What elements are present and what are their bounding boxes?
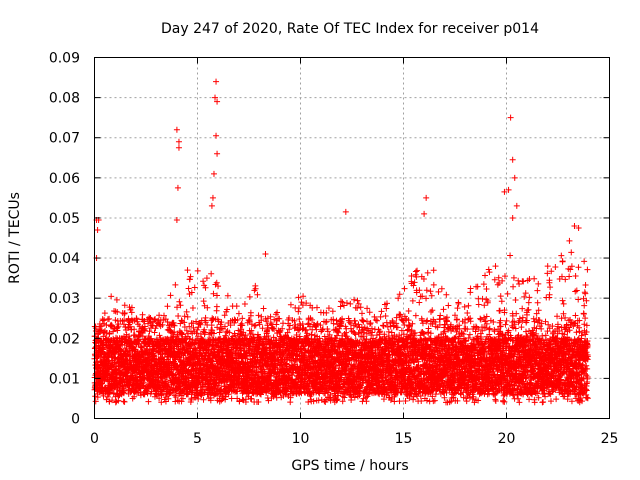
data-point (100, 346, 107, 353)
data-point (139, 333, 146, 340)
data-point (121, 302, 128, 309)
data-point (137, 344, 144, 351)
data-point (94, 353, 101, 360)
data-point (101, 317, 108, 324)
data-point (120, 390, 127, 397)
data-point (126, 333, 133, 340)
data-point (122, 323, 129, 330)
data-point (146, 328, 153, 335)
data-point (94, 394, 101, 401)
data-point (128, 304, 135, 311)
data-point (92, 398, 99, 405)
data-point (100, 329, 107, 336)
data-point (128, 373, 135, 380)
data-point (145, 320, 152, 327)
data-point (146, 315, 153, 322)
data-point (104, 393, 111, 400)
data-point (106, 329, 113, 336)
chart-title: Day 247 of 2020, Rate Of TEC Index for r… (161, 21, 539, 37)
data-point (106, 315, 113, 322)
data-point (112, 334, 119, 341)
data-point (140, 379, 147, 386)
data-point (141, 317, 148, 324)
data-point (131, 326, 138, 333)
data-point (137, 392, 144, 399)
data-point (113, 296, 120, 303)
data-point (108, 293, 115, 300)
data-points (91, 78, 591, 406)
data-point (105, 390, 112, 397)
data-point (114, 308, 121, 315)
data-point (105, 368, 112, 375)
data-point (101, 310, 108, 317)
data-point (115, 393, 122, 400)
data-point (136, 340, 143, 347)
data-point (115, 323, 122, 330)
data-point (121, 309, 128, 316)
data-point (121, 398, 128, 405)
data-point (139, 311, 146, 318)
data-point (134, 318, 141, 325)
data-point (108, 321, 115, 328)
data-point (145, 398, 152, 405)
data-point (140, 318, 147, 325)
data-point (97, 327, 104, 334)
data-point (109, 397, 116, 404)
data-point (98, 380, 105, 387)
data-point (114, 324, 121, 331)
data-point (99, 317, 106, 324)
